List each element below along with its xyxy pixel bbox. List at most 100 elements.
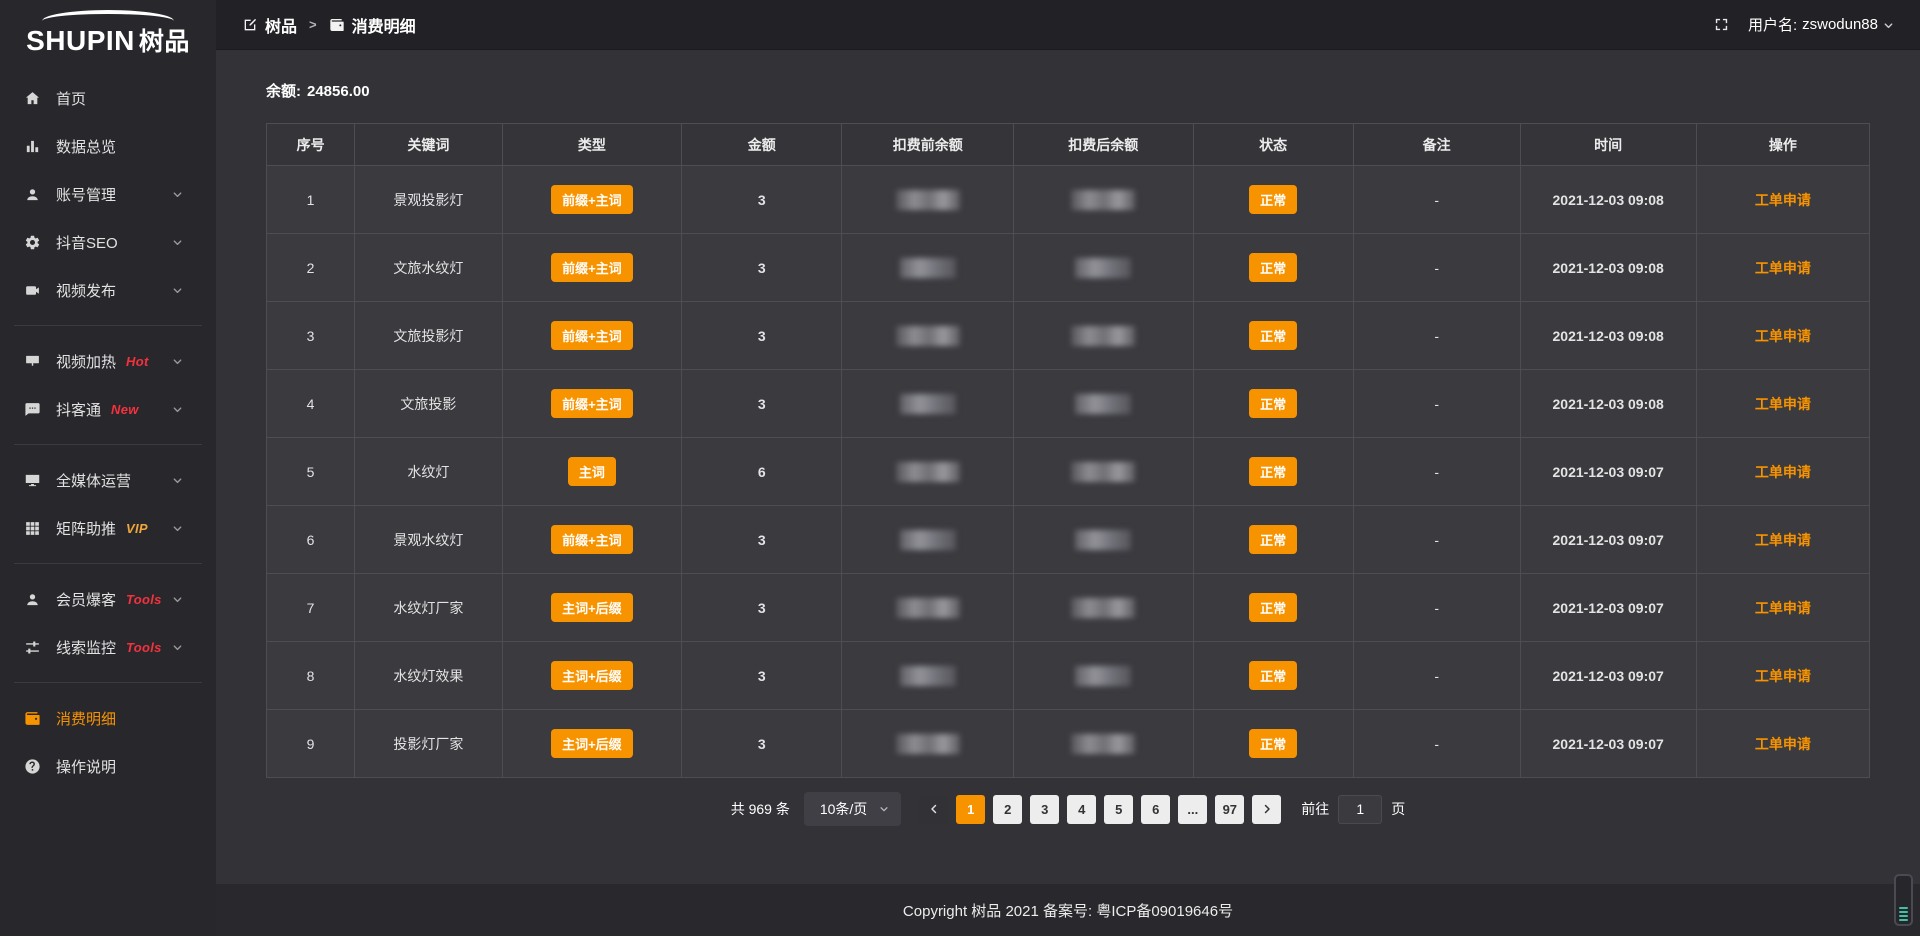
page-size-value: 10条/页 [819, 801, 868, 817]
masked-value [895, 733, 960, 754]
cell-index: 6 [265, 505, 356, 574]
cell-note: - [1352, 573, 1521, 642]
page-size-select[interactable]: 10条/页 [803, 792, 902, 826]
cell-status: 正常 [1192, 301, 1354, 370]
table-row: 8 水纹灯效果 主词+后缀 3 正常 -2021-12-03 09:07 工单申请 [265, 641, 1871, 710]
sidebar-item-douyin-seo[interactable]: 抖音SEO [0, 218, 216, 266]
work-order-link[interactable]: 工单申请 [1754, 191, 1811, 208]
sidebar-menu: 首页 数据总览 账号管理 抖音SEO 视频发布 视频加热 Hot 抖客通 New 全媒体运营 矩阵助… [0, 64, 216, 790]
sidebar-item-label: 矩阵助推 [56, 520, 117, 538]
menu-divider [14, 682, 202, 683]
table-header-row: 序号 关键词 类型 金额 扣费前余额 扣费后余额 状态 备注 时间 操作 [265, 123, 1871, 166]
status-badge: 正常 [1249, 661, 1298, 690]
masked-value [1075, 529, 1132, 550]
cell-balance-after [1012, 505, 1194, 574]
breadcrumb-item-1[interactable]: 树品 [242, 13, 297, 37]
sidebar-item-label: 抖客通 [56, 401, 102, 419]
cell-action: 工单申请 [1695, 505, 1871, 574]
goto-page-input[interactable] [1338, 794, 1383, 824]
fullscreen-icon[interactable] [1713, 16, 1730, 33]
home-icon [24, 90, 41, 107]
cell-balance-after [1012, 573, 1194, 642]
screen-icon [24, 353, 41, 370]
prev-page-button[interactable] [919, 794, 949, 824]
balance-value: 24856.00 [307, 83, 370, 100]
sidebar-item-operation-guide[interactable]: 操作说明 [0, 742, 216, 790]
person-icon [24, 591, 41, 608]
pagination-total: 共 969 条 [730, 801, 790, 817]
cell-keyword: 水纹灯 [354, 437, 503, 506]
user-menu[interactable]: 用户名: zswodun88 [1748, 14, 1894, 35]
sidebar-item-home[interactable]: 首页 [0, 74, 216, 122]
username-label: 用户名: [1747, 17, 1798, 34]
table-row: 7 水纹灯厂家 主词+后缀 3 正常 -2021-12-03 09:07 工单申请 [265, 573, 1871, 642]
username-value: zswodun88 [1802, 16, 1878, 33]
sidebar-item-tag: Tools [126, 591, 162, 607]
work-order-link[interactable]: 工单申请 [1754, 463, 1811, 480]
work-order-link[interactable]: 工单申请 [1754, 531, 1811, 548]
page-button-3[interactable]: 3 [1030, 794, 1060, 824]
column-header-3: 类型 [501, 123, 683, 166]
page-buttons: 1 2 3 4 5 6... 97 [956, 794, 1245, 824]
table-row: 3 文旅投影灯 前缀+主词 3 正常 -2021-12-03 09:08 工单申请 [265, 301, 1871, 370]
cell-action: 工单申请 [1695, 641, 1871, 710]
cell-action: 工单申请 [1695, 369, 1871, 438]
sidebar-item-member-burst[interactable]: 会员爆客 Tools [0, 575, 216, 623]
sidebar-item-matrix-boost[interactable]: 矩阵助推 VIP [0, 504, 216, 552]
page-button-1[interactable]: 1 [956, 794, 986, 824]
work-order-link[interactable]: 工单申请 [1754, 599, 1811, 616]
masked-value [1075, 665, 1132, 686]
app-logo[interactable]: SHUPIN 树品 [0, 0, 216, 64]
cell-status: 正常 [1192, 641, 1354, 710]
work-order-link[interactable]: 工单申请 [1754, 327, 1811, 344]
cell-amount: 3 [681, 505, 843, 574]
logo-arc-decoration [42, 10, 174, 21]
cell-amount: 3 [681, 709, 843, 778]
sidebar-item-data-overview[interactable]: 数据总览 [0, 122, 216, 170]
next-page-button[interactable] [1252, 794, 1282, 824]
compose-icon [242, 17, 258, 33]
sidebar-item-lead-monitor[interactable]: 线索监控 Tools [0, 623, 216, 671]
work-order-link[interactable]: 工单申请 [1754, 667, 1811, 684]
page-button-6[interactable]: 6 [1141, 794, 1171, 824]
column-header-6: 扣费后余额 [1012, 123, 1194, 166]
sidebar-item-video-publish[interactable]: 视频发布 [0, 266, 216, 314]
cell-keyword: 水纹灯厂家 [354, 573, 503, 642]
cell-balance-after [1012, 301, 1194, 370]
cell-balance-after [1012, 709, 1194, 778]
cell-balance-before [841, 165, 1014, 234]
page-button-4[interactable]: 4 [1067, 794, 1097, 824]
cell-time: 2021-12-03 09:07 [1519, 709, 1697, 778]
cell-time: 2021-12-03 09:07 [1519, 505, 1697, 574]
sidebar-item-video-heat[interactable]: 视频加热 Hot [0, 337, 216, 385]
cell-action: 工单申请 [1695, 233, 1871, 302]
breadcrumb-item-2[interactable]: 消费明细 [329, 13, 416, 37]
table-row: 2 文旅水纹灯 前缀+主词 3 正常 -2021-12-03 09:08 工单申请 [265, 233, 1871, 302]
sidebar-item-all-media-operation[interactable]: 全媒体运营 [0, 456, 216, 504]
table-row: 6 景观水纹灯 前缀+主词 3 正常 -2021-12-03 09:07 工单申请 [265, 505, 1871, 574]
column-header-2: 关键词 [354, 123, 503, 166]
work-order-link[interactable]: 工单申请 [1754, 735, 1811, 752]
cell-status: 正常 [1192, 505, 1354, 574]
page-ellipsis-button[interactable]: ... [1178, 794, 1208, 824]
column-header-7: 状态 [1192, 123, 1354, 166]
work-order-link[interactable]: 工单申请 [1754, 259, 1811, 276]
page-button-97[interactable]: 97 [1215, 794, 1245, 824]
status-badge: 正常 [1249, 253, 1298, 282]
work-order-link[interactable]: 工单申请 [1754, 395, 1811, 412]
masked-value [895, 597, 960, 618]
sidebar-item-account-management[interactable]: 账号管理 [0, 170, 216, 218]
cell-action: 工单申请 [1695, 709, 1871, 778]
cell-keyword: 水纹灯效果 [354, 641, 503, 710]
scroll-widget[interactable] [1894, 874, 1913, 926]
sidebar-item-consumption-detail[interactable]: 消费明细 [0, 694, 216, 742]
sidebar-item-label: 数据总览 [56, 138, 117, 156]
table-row: 9 投影灯厂家 主词+后缀 3 正常 -2021-12-03 09:07 工单申请 [265, 709, 1871, 778]
copyright-text: Copyright 树品 2021 备案号: 粤ICP备09019646号 [902, 902, 1234, 920]
cell-type: 前缀+主词 [501, 301, 683, 370]
page-button-2[interactable]: 2 [993, 794, 1023, 824]
sidebar-item-douketong[interactable]: 抖客通 New [0, 385, 216, 433]
page-button-5[interactable]: 5 [1104, 794, 1134, 824]
cell-note: - [1352, 165, 1521, 234]
cell-keyword: 景观投影灯 [354, 165, 503, 234]
